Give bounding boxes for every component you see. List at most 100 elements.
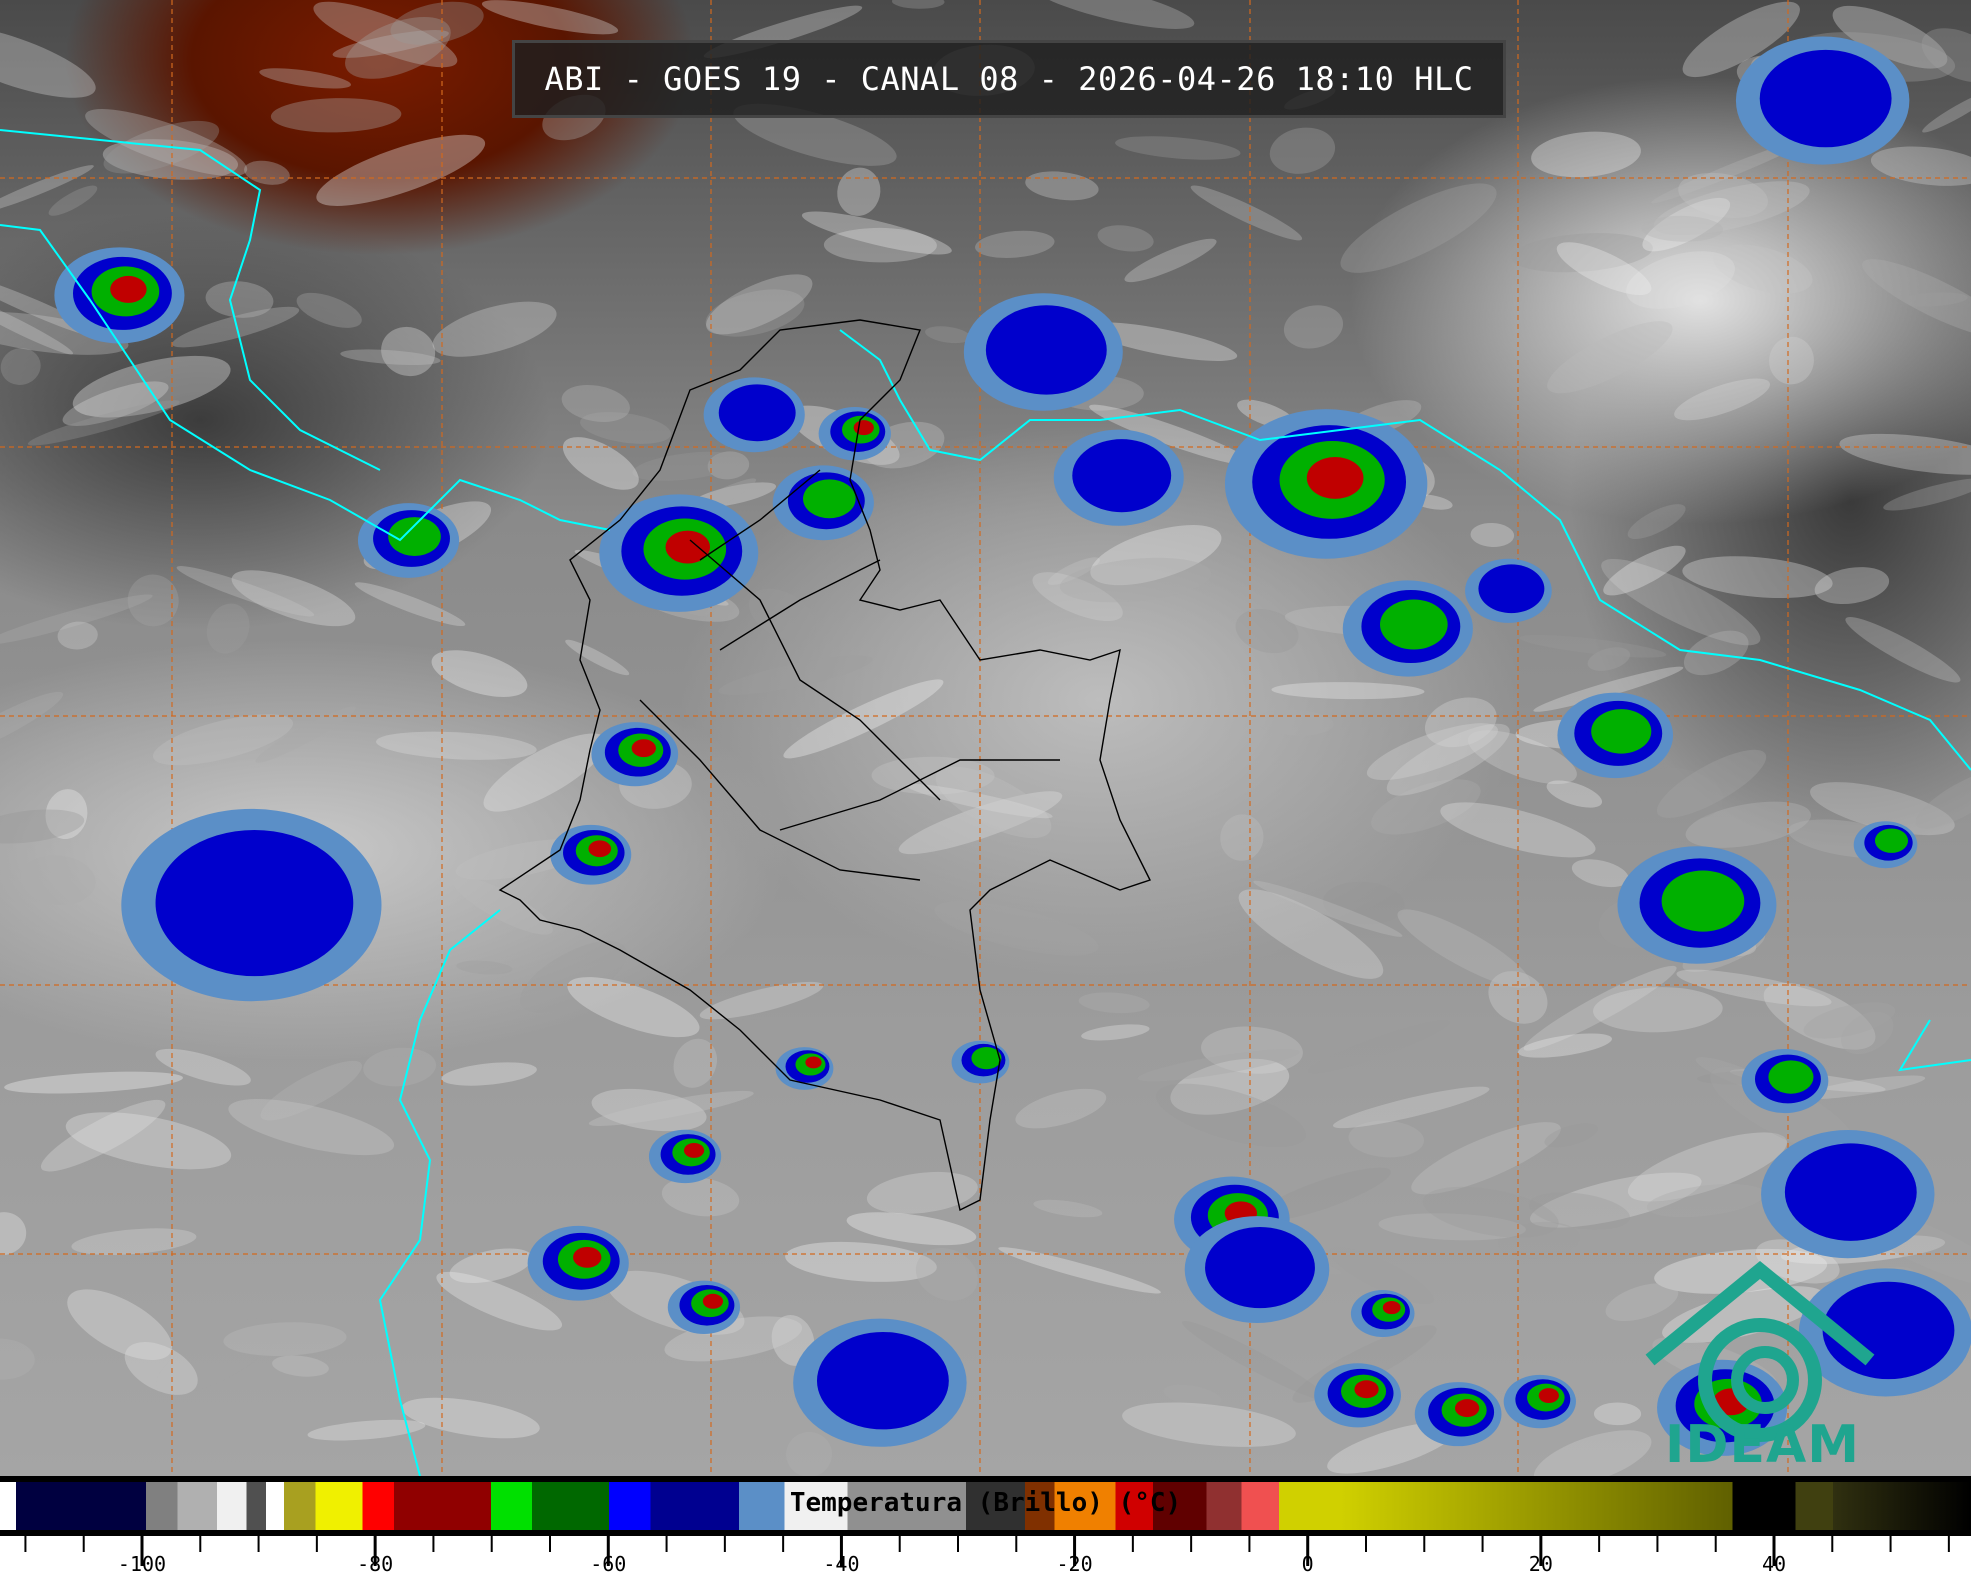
cloud-patch (1327, 1422, 1457, 1474)
cloud-patch (1488, 971, 1548, 1024)
cloud-patch (1685, 801, 1811, 848)
cloud-patch (1090, 525, 1222, 586)
colorbar-gradient (0, 1482, 1971, 1530)
cloud-patch (1593, 987, 1723, 1033)
cloud-patch (45, 789, 88, 840)
cloud-patch (567, 977, 700, 1038)
cloud-patch (1653, 181, 1810, 236)
cloud-patch (1651, 138, 1808, 204)
cloud-patch (1084, 322, 1238, 361)
storm-level (702, 1293, 724, 1309)
cloud-patch (915, 1248, 978, 1301)
cloud-patch (85, 109, 248, 177)
colorbar-frame: Temperatura (Brillo) (°C) (0, 1476, 1971, 1536)
cloud-patch (1497, 1221, 1581, 1259)
cloud-patch (72, 355, 231, 418)
cloud-patch (786, 1432, 832, 1476)
cloud-patch (1397, 909, 1531, 988)
storm-level (1354, 1380, 1379, 1399)
cloud-patch (1769, 336, 1814, 385)
cloud-patch (1097, 225, 1154, 252)
cloud-patch (1332, 1086, 1490, 1129)
storm-cell (1735, 36, 1910, 165)
cloud-patch (67, 1289, 172, 1360)
cloud-patch (1546, 780, 1603, 808)
cloud-patch (259, 68, 352, 89)
storm-level (1538, 1388, 1559, 1404)
cloud-patch (520, 941, 628, 1013)
cloud-patch (244, 160, 290, 185)
cloud-patch (176, 566, 315, 617)
cloud-patch (1641, 215, 1724, 242)
cloud-patch (1656, 749, 1767, 818)
cloud-patch (1626, 251, 1735, 309)
satellite-image: ABI - GOES 19 - CANAL 08 - 2026-04-26 18… (0, 0, 1971, 1476)
cloud-patch (562, 437, 639, 490)
storm-cell (1350, 1290, 1415, 1338)
cloud-patch (1682, 1, 1800, 78)
storm-cell (1342, 580, 1473, 677)
colorbar-ticks (24, 1536, 1950, 1566)
cloud-patch (1678, 172, 1768, 218)
cloud-patch (718, 655, 873, 695)
storm-level (683, 1142, 705, 1158)
cloud-patch (1137, 1049, 1300, 1082)
cloud-patch (1323, 881, 1405, 925)
tick-label: -80 (357, 1552, 394, 1576)
cloud-patch (1201, 1026, 1303, 1074)
cloud-patch (449, 1248, 533, 1284)
cloud-patch (591, 1088, 707, 1132)
storm-level (1661, 870, 1745, 932)
storm-cell (667, 1280, 741, 1334)
storm-cell (1503, 1374, 1576, 1429)
cloud-patch (1155, 1083, 1306, 1148)
cloud-patch (354, 582, 466, 627)
cloud-patch (1683, 630, 1749, 676)
cloud-patch (1308, 1020, 1450, 1074)
storm-cell (121, 808, 382, 1002)
storm-cell (963, 293, 1123, 411)
cloud-patch (1832, 5, 1948, 69)
storm-cell (550, 824, 632, 885)
cloud-patch (1603, 545, 1686, 596)
cloud-patch (0, 294, 74, 355)
storm-cell (1314, 1363, 1401, 1428)
storm-cell (599, 494, 759, 612)
cloud-patch (340, 349, 441, 365)
cloud-patch (1047, 557, 1100, 585)
storm-level (573, 1246, 602, 1268)
storm-level (816, 1331, 949, 1430)
storm-level (665, 530, 711, 564)
cloud-patch (1627, 504, 1686, 540)
cloud-patch (1523, 965, 1677, 1051)
cloud-patch (0, 311, 129, 355)
cloud-patch (1115, 136, 1241, 160)
storm-cell (1741, 1048, 1829, 1114)
country-borders (498, 319, 1151, 1212)
cloud-patch (313, 1, 458, 68)
cloud-patch (1256, 709, 1334, 736)
cloud-patch (892, 0, 945, 9)
cloud-patch (206, 603, 250, 654)
cloud-patch (733, 103, 897, 166)
tick-label: 0 (1301, 1552, 1314, 1576)
convective-storms (54, 36, 1971, 1456)
storm-level (1380, 599, 1448, 650)
cloud-patch (837, 167, 881, 216)
cloud-patch (748, 588, 816, 641)
cloud-patch (1340, 183, 1497, 273)
storm-level (853, 420, 874, 436)
cloud-patch (401, 1397, 540, 1439)
cloud-patch (0, 348, 41, 385)
storm-cell (1184, 1216, 1330, 1323)
cloud-patch (925, 326, 971, 344)
cloud-patch (1674, 378, 1770, 421)
cloud-patch (1182, 1320, 1329, 1402)
cloud-patch (1547, 321, 1673, 394)
cloud-patch (4, 1071, 183, 1094)
cloud-patch (846, 1212, 977, 1246)
storm-level (1591, 709, 1652, 754)
cloud-patch (1470, 522, 1515, 547)
tick-label: -40 (823, 1552, 860, 1576)
cloud-patch (103, 120, 220, 174)
